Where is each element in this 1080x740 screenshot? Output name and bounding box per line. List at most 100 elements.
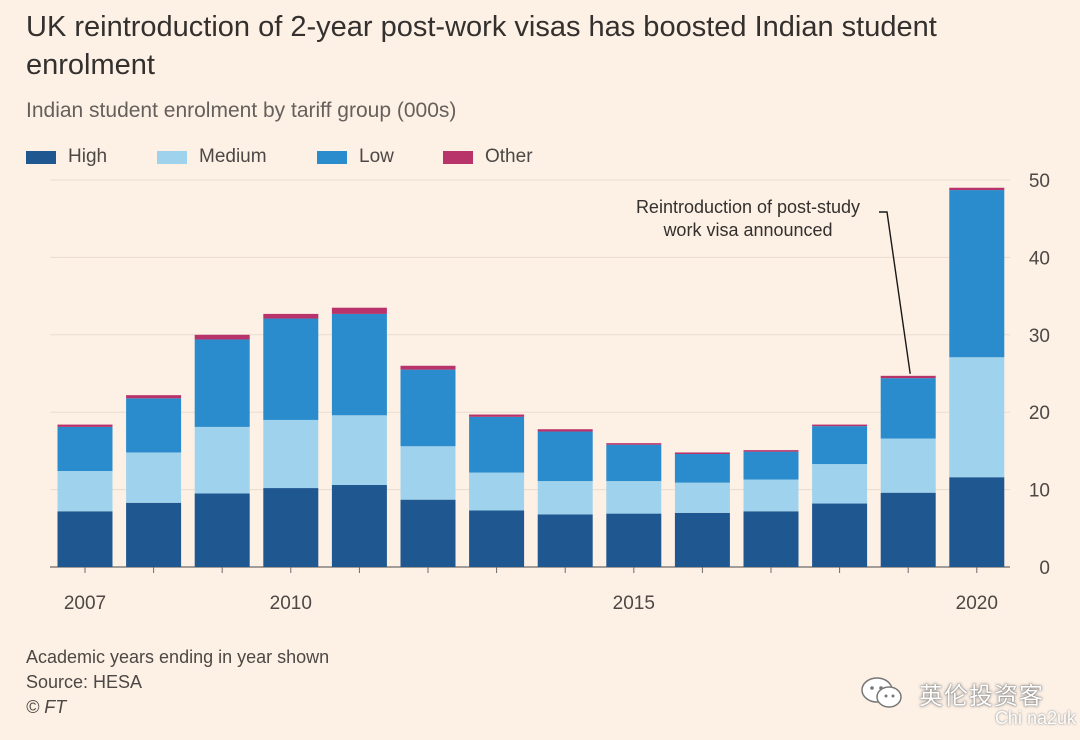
bar-low-2010 xyxy=(263,318,319,420)
bar-medium-2007 xyxy=(57,471,113,512)
bar-stack-2012 xyxy=(400,365,456,567)
bar-medium-2020 xyxy=(949,357,1005,478)
bar-other-2019 xyxy=(880,375,936,379)
annotation-leader-line xyxy=(879,211,911,374)
bar-stack-2009 xyxy=(194,334,250,567)
bar-low-2009 xyxy=(194,339,250,427)
bar-medium-2009 xyxy=(194,426,250,494)
bar-other-2010 xyxy=(263,313,319,319)
bar-high-2019 xyxy=(880,492,936,567)
bar-high-2016 xyxy=(674,512,730,567)
bar-other-2011 xyxy=(331,307,387,314)
y-tick-label-50: 50 xyxy=(1029,171,1050,192)
bar-medium-2016 xyxy=(674,482,730,513)
wechat-logo-icon xyxy=(861,677,902,708)
y-tick-label-10: 10 xyxy=(1029,481,1050,502)
y-tick-label-40: 40 xyxy=(1029,248,1050,269)
bar-medium-2015 xyxy=(606,481,662,514)
bar-stack-2008 xyxy=(126,395,182,567)
bar-high-2009 xyxy=(194,493,250,567)
bar-high-2018 xyxy=(812,503,868,567)
bar-high-2007 xyxy=(57,511,113,567)
bar-other-2013 xyxy=(469,414,525,417)
x-tick-label-2007: 2007 xyxy=(64,593,106,614)
annotation-line-2: work visa announced xyxy=(662,220,832,240)
bar-stack-2007 xyxy=(57,424,113,567)
legend-item-other: Other xyxy=(443,146,533,168)
bar-low-2019 xyxy=(880,378,936,439)
bar-medium-2019 xyxy=(880,438,936,493)
bar-low-2016 xyxy=(674,453,730,483)
bar-high-2011 xyxy=(331,484,387,567)
bar-other-2017 xyxy=(743,450,799,452)
bar-low-2020 xyxy=(949,190,1005,358)
legend-swatch-high xyxy=(26,150,56,164)
legend-label-other: Other xyxy=(485,146,533,167)
bar-stack-2015 xyxy=(606,443,662,567)
bar-medium-2008 xyxy=(126,452,182,503)
chart-title: UK reintroduction of 2-year post-work vi… xyxy=(26,11,937,81)
watermark-chinese: 英伦投资客 xyxy=(919,683,1044,710)
bar-high-2014 xyxy=(537,514,593,567)
bar-low-2013 xyxy=(469,416,525,473)
bar-high-2013 xyxy=(469,510,525,567)
bar-stack-2017 xyxy=(743,450,799,567)
bar-other-2015 xyxy=(606,443,662,445)
legend-item-medium: Medium xyxy=(157,146,317,168)
legend-label-high: High xyxy=(68,146,108,167)
x-tick-label-2010: 2010 xyxy=(270,593,312,614)
bar-other-2009 xyxy=(194,334,250,340)
bar-other-2007 xyxy=(57,424,113,427)
bar-low-2008 xyxy=(126,398,182,453)
legend: High Medium Low Other xyxy=(26,144,533,170)
bar-stack-2011 xyxy=(331,307,387,567)
bar-other-2018 xyxy=(812,424,868,427)
footnote-credit: © FT xyxy=(26,697,67,717)
bar-high-2020 xyxy=(949,477,1005,567)
bar-other-2012 xyxy=(400,365,456,370)
bar-medium-2010 xyxy=(263,419,319,489)
bar-other-2008 xyxy=(126,395,182,399)
bar-low-2015 xyxy=(606,444,662,482)
bar-stack-2019 xyxy=(880,375,936,567)
bar-low-2011 xyxy=(331,313,387,416)
bar-high-2012 xyxy=(400,499,456,567)
bar-low-2007 xyxy=(57,426,113,472)
bar-high-2017 xyxy=(743,511,799,567)
bar-other-2020 xyxy=(949,187,1005,191)
bar-low-2017 xyxy=(743,451,799,480)
bar-stack-2020 xyxy=(949,187,1005,567)
bar-medium-2017 xyxy=(743,479,799,512)
bar-stack-2010 xyxy=(263,313,319,567)
chart-subtitle: Indian student enrolment by tariff group… xyxy=(26,99,457,122)
bar-low-2012 xyxy=(400,369,456,447)
bar-other-2016 xyxy=(674,452,730,454)
bar-stack-2013 xyxy=(469,414,525,567)
legend-swatch-other xyxy=(443,150,473,164)
bar-low-2018 xyxy=(812,426,868,465)
legend-item-high: High xyxy=(26,146,157,168)
legend-item-low: Low xyxy=(317,146,443,168)
y-tick-label-20: 20 xyxy=(1029,403,1050,424)
footnote-source: Source: HESA xyxy=(26,672,143,692)
bar-high-2010 xyxy=(263,488,319,567)
bar-stack-2018 xyxy=(812,424,868,567)
bar-medium-2011 xyxy=(331,415,387,485)
y-tick-label-0: 0 xyxy=(1039,558,1050,579)
footnote-note: Academic years ending in year shown xyxy=(26,647,330,667)
bar-medium-2018 xyxy=(812,464,868,504)
bar-medium-2013 xyxy=(469,472,525,511)
bar-low-2014 xyxy=(537,431,593,482)
legend-swatch-low xyxy=(317,150,347,164)
annotation-line-1: Reintroduction of post-study xyxy=(636,197,860,217)
bar-other-2014 xyxy=(537,429,593,432)
legend-label-low: Low xyxy=(359,146,394,167)
bar-stack-2016 xyxy=(674,452,730,567)
bar-medium-2012 xyxy=(400,446,456,500)
watermark-english: Chi na2uk xyxy=(994,708,1076,728)
bar-high-2015 xyxy=(606,513,662,567)
legend-swatch-medium xyxy=(157,150,187,164)
legend-label-medium: Medium xyxy=(199,146,267,167)
x-tick-label-2015: 2015 xyxy=(613,593,655,614)
